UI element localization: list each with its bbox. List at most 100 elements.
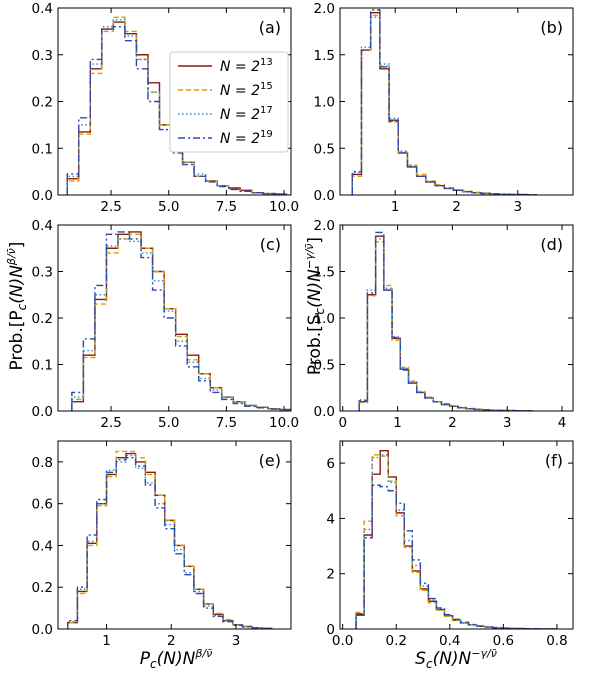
panel-5-xtick-label-3: 3 [232,633,241,649]
panel-5-ytick-label-2: 0.2 [32,580,53,596]
legend-label-1-base: N = 2 [220,59,260,75]
panel-4-xtick-label-1: 0 [338,415,347,431]
x-axis-label-left-mid: (N)N [157,649,196,669]
panel-2-ytick-label-1: 0.0 [314,188,335,204]
panel-2-frame [340,8,573,195]
panel-4-xtick-label-3: 2 [448,415,457,431]
panel-6-ytick-label-1: 0 [326,622,335,638]
panel-6-frame [340,441,573,629]
panel-5-ytick-label-5: 0.8 [32,455,53,471]
x-axis-label-right-mid: (N)N [433,649,472,669]
panel-2: 1 2 3 0.0 0.5 1.0 1.5 2.0 (b) [314,1,573,215]
legend-label-2-base: N = 2 [220,83,260,99]
panel-6-series-group [356,451,557,629]
panel-2-series-4 [352,10,536,195]
x-axis-label-right-sup: −γ/ν̄ [471,647,497,660]
panel-5: 1 2 3 0.0 0.2 0.4 0.6 0.8 (e) [32,441,291,649]
panel-5-ytick-label-1: 0.0 [32,622,53,638]
panel-3-xtick-label-2: 5.0 [158,415,179,431]
panel-5-series-2 [68,451,272,629]
panel-4-series-2 [359,242,532,411]
panel-5-ytick-label-4: 0.6 [32,497,53,513]
panel-3-series-group [72,232,291,411]
panel-3-xtick-label-1: 2.5 [100,415,121,431]
panel-3: 2.5 5.0 7.5 10.00.00.10.20.30.4(c) [32,218,300,431]
panel-3-xtick-label-3: 7.5 [216,415,237,431]
y-axis-label-left-text: Prob.[P [7,310,27,370]
panel-4: 0 1 2 3 40.00.51.01.52.0(d) [314,218,573,431]
y-axis-label-left-mid: (N)N [7,265,27,304]
panel-2-ytick-label-3: 1.0 [314,95,335,111]
panel-5-xtick-label-1: 1 [102,633,111,649]
panel-5-xtick-label-2: 2 [167,633,176,649]
panel-1-ytick-label-5: 0.4 [32,1,53,17]
x-axis-label-left: Pc(N)Nβ/ν̄ [140,647,212,671]
panel-4-series-4 [359,232,532,411]
panel-2-xtick-label-1: 1 [391,199,400,215]
panel-5-label: (e) [259,451,281,470]
panels-group: 2.5 5.0 7.5 10.00.00.10.20.30.4(a)1 2 30.00.5… [32,1,573,649]
panel-6-series-4 [356,485,557,629]
panel-4-ytick-label-5: 2.0 [314,218,335,234]
panel-6-xtick-label-1: 0.0 [332,633,353,649]
x-axis-label-left-sup: β/ν̄ [194,647,212,660]
panel-4-xtick-label-4: 3 [503,415,512,431]
panel-5-series-1 [68,454,272,629]
panel-5-series-4 [68,458,272,629]
panel-5-series-3 [68,456,272,629]
panel-3-series-1 [72,232,291,411]
panel-1-xtick-label-3: 7.5 [216,199,237,215]
legend-label-3-base: N = 2 [220,107,260,123]
panel-2-xtick-label-2: 2 [452,199,461,215]
panel-5-ytick-label-3: 0.4 [32,538,53,554]
panel-4-xtick-label-2: 1 [393,415,402,431]
y-axis-label-left-end: ] [7,242,27,249]
panel-4-label: (d) [540,235,563,254]
panel-6-series-1 [356,451,557,629]
y-axis-label-right-mid: (N)N [305,269,325,308]
panel-3-xtick-label-4: 10.0 [269,415,299,431]
panel-4-series-3 [359,239,532,411]
x-axis-label-right: Sc(N)N−γ/ν̄ [415,647,497,671]
y-axis-label-left-sup: β/ν̄ [5,248,18,266]
panel-3-ytick-label-3: 0.2 [32,311,53,327]
panel-2-series-group [352,10,536,195]
panel-6: 0.0 0.2 0.4 0.6 0.80246 (f) [326,441,573,649]
legend-label-1-exp: 13 [260,57,273,68]
panel-6-series-3 [356,455,557,629]
panel-2-ytick-label-2: 0.5 [314,141,335,157]
panel-3-series-4 [72,232,291,411]
panel-2-xtick-label-3: 3 [514,199,523,215]
panel-1-ytick-label-2: 0.1 [32,141,53,157]
legend-label-2-exp: 15 [260,81,273,92]
panel-5-series-group [68,451,272,629]
panel-1-xtick-label-1: 2.5 [100,199,121,215]
panel-2-ytick-label-5: 2.0 [314,1,335,17]
panel-1-xtick-label-2: 5.0 [158,199,179,215]
panel-4-xtick-label-5: 4 [558,415,567,431]
panel-4-ytick-label-1: 0.0 [314,404,335,420]
panel-6-ytick-label-4: 6 [326,456,335,472]
panel-1-ytick-label-3: 0.2 [32,95,53,111]
panel-6-label: (f) [545,451,563,470]
y-axis-label-right-text: Prob.[S [305,314,325,375]
panel-3-ytick-label-1: 0.0 [32,404,53,420]
panel-3-ytick-label-2: 0.1 [32,358,53,374]
panel-6-series-2 [356,455,557,629]
panel-6-xtick-label-3: 0.4 [439,633,460,649]
x-axis-label-right-text: S [415,649,426,669]
panel-3-ytick-label-5: 0.4 [32,218,53,234]
panel-6-ytick-label-2: 2 [326,567,335,583]
panel-6-xtick-label-5: 0.8 [546,633,567,649]
legend: N = 213 N = 215 N = 217 N = 219 [170,52,288,152]
y-axis-label-right-end: ] [305,237,325,244]
panel-1-ytick-label-1: 0.0 [32,188,53,204]
y-axis-label-left: Prob.[Pc(N)Nβ/ν̄] [5,242,29,371]
panel-3-frame [58,225,291,411]
panel-4-series-group [359,232,532,411]
y-axis-label-right-sup: −γ/ν̄ [303,244,316,270]
legend-label-3-exp: 17 [260,105,273,116]
panel-6-ytick-label-3: 4 [326,511,335,527]
panel-2-ytick-label-4: 1.5 [314,48,335,64]
